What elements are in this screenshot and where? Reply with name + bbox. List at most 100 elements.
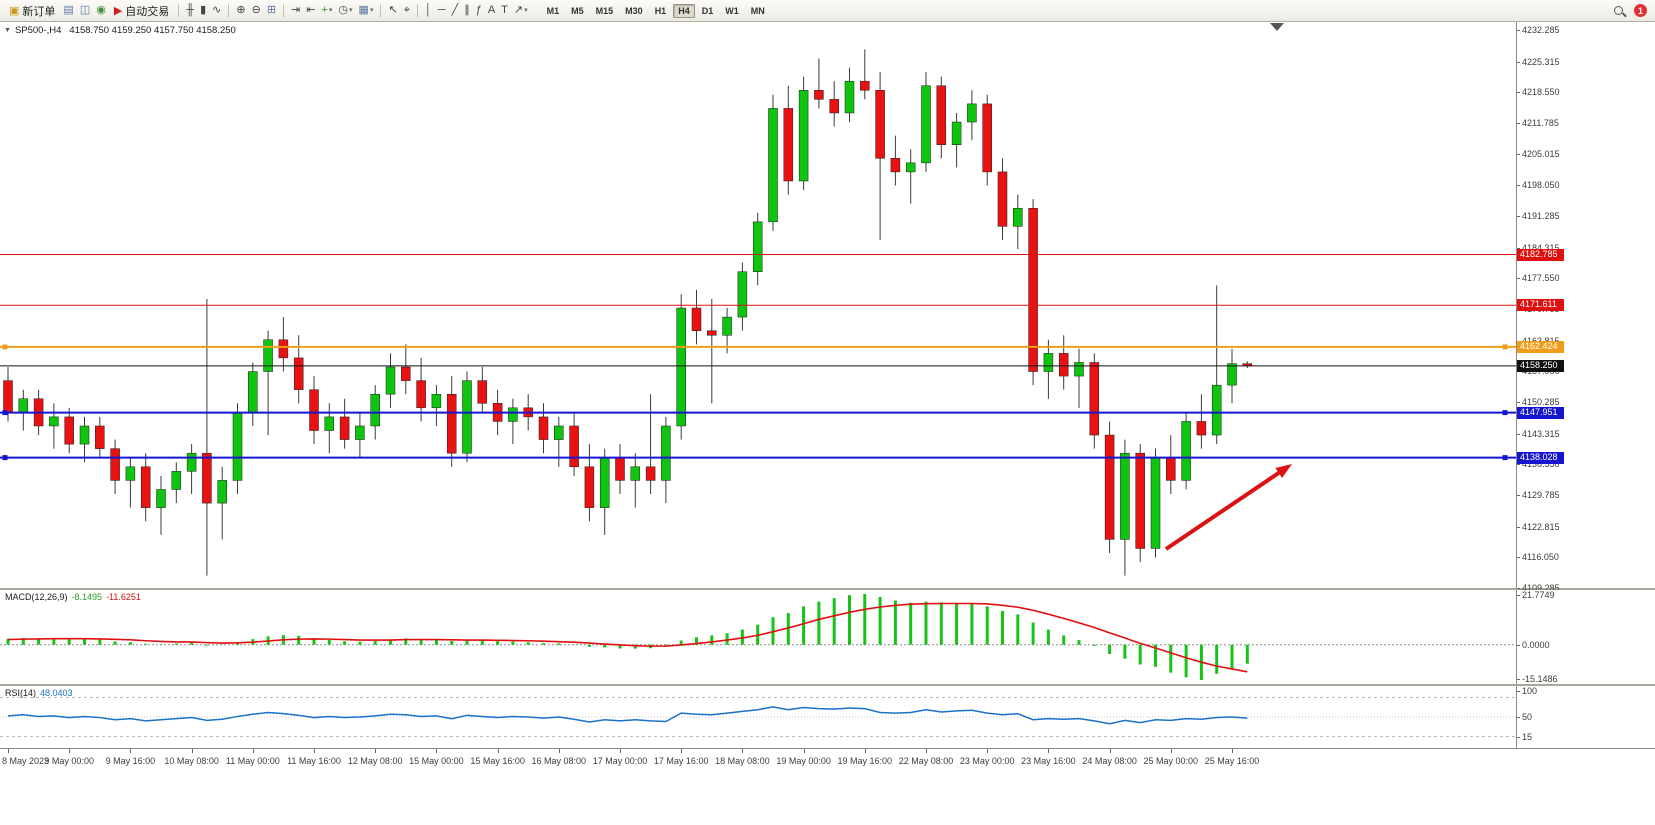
timeframe-w1[interactable]: W1 bbox=[725, 5, 739, 16]
template-icon: ▦ bbox=[358, 4, 369, 16]
price-axis-label: 4150.285 bbox=[1517, 397, 1560, 407]
period-icon[interactable]: ◷ ▾ bbox=[335, 2, 355, 19]
macd-panel[interactable]: MACD(12,26,9) -8.1495 -11.6251 bbox=[0, 590, 1516, 684]
time-axis-tick bbox=[681, 749, 683, 753]
vertical-line-icon: │ bbox=[424, 4, 432, 16]
auto-scroll-icon[interactable]: ⇥ bbox=[288, 2, 303, 19]
time-axis-tick bbox=[987, 749, 989, 753]
time-axis-label: 15 May 00:00 bbox=[409, 756, 464, 766]
time-axis-label: 9 May 16:00 bbox=[105, 756, 156, 766]
price-level-tag: 4182.785 bbox=[1517, 248, 1564, 261]
auto-trading-button-label: 自动交易 bbox=[125, 5, 170, 18]
zoom-in-icon[interactable]: ⊕ bbox=[233, 2, 248, 19]
price-axis-label: 4191.285 bbox=[1517, 211, 1560, 221]
trend-arrow[interactable] bbox=[1164, 464, 1292, 551]
time-axis-tick bbox=[620, 749, 621, 753]
panel-divider[interactable] bbox=[0, 684, 1655, 686]
text-icon[interactable]: A bbox=[485, 2, 498, 19]
strategy-tester-icon[interactable]: ◉ bbox=[93, 2, 109, 19]
timeframe-m15[interactable]: M15 bbox=[595, 5, 614, 16]
main-chart-plot[interactable]: ▼ SP500-,H4 4158.750 4159.250 4157.750 4… bbox=[0, 22, 1516, 588]
price-axis-label: 4225.315 bbox=[1517, 56, 1560, 67]
arrows-icon: ↗ bbox=[513, 4, 524, 16]
panel-divider[interactable] bbox=[0, 588, 1655, 590]
bar-chart-icon[interactable]: ╫ bbox=[183, 2, 197, 19]
indicators-icon[interactable]: + ▾ bbox=[318, 2, 335, 19]
search-icon[interactable] bbox=[1612, 4, 1626, 18]
label-icon[interactable]: T bbox=[498, 2, 511, 19]
strategy-tester-icon: ◉ bbox=[96, 4, 106, 16]
time-axis-tick bbox=[130, 749, 132, 753]
new-order-button[interactable]: ▣ 新订单 bbox=[4, 3, 60, 19]
rsi-panel[interactable]: RSI(14) 48.0403 bbox=[0, 686, 1516, 748]
rsi-label: RSI(14) 48.0403 bbox=[5, 688, 77, 698]
auto-scroll-icon: ⇥ bbox=[291, 4, 301, 16]
rsi-line bbox=[7, 706, 1248, 725]
price-axis[interactable]: 4182.785 4171.611 4162.424 4158.250 4147.951… bbox=[1516, 22, 1655, 593]
line-chart-icon[interactable]: ∿ bbox=[209, 2, 224, 19]
template-icon[interactable]: ▦ ▾ bbox=[356, 2, 377, 19]
vertical-line-icon[interactable]: │ bbox=[422, 2, 435, 19]
time-axis[interactable]: 8 May 2023 9 May 00:00 9 May 16:00 10 May 0… bbox=[0, 748, 1655, 825]
trendline-icon[interactable]: ╱ bbox=[449, 2, 462, 19]
chart-shift-icon[interactable]: ⇤ bbox=[303, 2, 318, 19]
timeframe-m5[interactable]: M5 bbox=[571, 5, 584, 16]
notification-badge[interactable]: 1 bbox=[1634, 4, 1647, 17]
horizontal-line-icon[interactable]: ─ bbox=[435, 2, 449, 19]
data-window-icon: ◫ bbox=[79, 4, 91, 16]
timeframe-h4[interactable]: H4 bbox=[673, 3, 695, 18]
time-axis-label: 18 May 08:00 bbox=[715, 756, 770, 766]
hline-4162.424[interactable] bbox=[0, 344, 1516, 350]
timeframe-mn[interactable]: MN bbox=[750, 5, 765, 16]
timeframe-m30[interactable]: M30 bbox=[625, 5, 643, 16]
tile-windows-icon[interactable]: ⊞ bbox=[264, 2, 279, 19]
price-level-tag: 4171.611 bbox=[1517, 299, 1564, 312]
timeframe-m1[interactable]: M1 bbox=[546, 5, 560, 16]
fibonacci-icon[interactable]: ƒ bbox=[473, 2, 485, 19]
time-axis-label: 22 May 08:00 bbox=[898, 756, 954, 766]
indicators-icon: + bbox=[321, 4, 328, 16]
channel-icon[interactable]: ∥ bbox=[461, 2, 473, 19]
timeframe-h1[interactable]: H1 bbox=[654, 5, 667, 16]
candlestick-chart-icon[interactable]: ▮ bbox=[197, 2, 209, 19]
macd-signal-value: -11.6251 bbox=[106, 592, 141, 602]
time-axis-label: 11 May 16:00 bbox=[287, 756, 341, 766]
chevron-down-icon: ▾ bbox=[349, 7, 353, 14]
macd-axis-label: -15.1486 bbox=[1517, 674, 1558, 684]
zoom-out-icon[interactable]: ⊖ bbox=[249, 2, 264, 19]
candlestick-chart[interactable] bbox=[0, 22, 1516, 588]
time-axis-tick bbox=[803, 749, 805, 753]
macd-axis[interactable]: 21.7749 0.0000 -15.1486 bbox=[1516, 590, 1655, 684]
rsi-axis[interactable]: 100 50 15 bbox=[1516, 686, 1655, 748]
time-axis-tick bbox=[926, 749, 927, 753]
arrows-icon[interactable]: ↗ ▾ bbox=[511, 2, 531, 19]
auto-trading-button[interactable]: ▶ 自动交易 bbox=[109, 3, 174, 19]
rsi-chart[interactable] bbox=[0, 686, 1516, 748]
chart-shift-marker[interactable] bbox=[1270, 23, 1284, 31]
time-axis-label: 9 May 00:00 bbox=[44, 756, 94, 766]
data-window-icon[interactable]: ◫ bbox=[77, 2, 93, 19]
chevron-down-icon: ▾ bbox=[328, 7, 333, 14]
crosshair-icon[interactable]: ⌖ bbox=[401, 2, 413, 19]
price-axis-label: 4109.285 bbox=[1517, 583, 1560, 593]
text-icon: A bbox=[487, 4, 496, 16]
cursor-icon[interactable]: ↖ bbox=[385, 2, 400, 19]
price-axis-label: 4184.315 bbox=[1517, 243, 1560, 253]
price-axis-label: 4198.050 bbox=[1517, 180, 1560, 191]
timeframe-d1[interactable]: D1 bbox=[701, 5, 714, 16]
hline-4138.028[interactable] bbox=[0, 455, 1516, 461]
macd-chart[interactable] bbox=[0, 590, 1516, 684]
chart-collapse-icon[interactable]: ▼ bbox=[4, 27, 11, 34]
time-axis-label: 23 May 00:00 bbox=[959, 756, 1015, 766]
price-level-tag: 4138.028 bbox=[1517, 451, 1564, 464]
market-watch-icon[interactable]: ▤ bbox=[60, 2, 76, 19]
price-axis-label: 4122.815 bbox=[1517, 521, 1560, 532]
hline-4147.951[interactable] bbox=[0, 410, 1516, 416]
toolbar-separator bbox=[178, 4, 180, 17]
cursor-icon: ↖ bbox=[388, 4, 398, 16]
chart-ohlc: 4158.750 4159.250 4157.750 4158.250 bbox=[69, 25, 236, 36]
toolbar-right: 1 bbox=[1612, 4, 1651, 18]
bar-chart-icon: ╫ bbox=[186, 4, 195, 16]
toolbar-separator bbox=[228, 4, 230, 17]
chevron-down-icon: ▾ bbox=[369, 7, 374, 14]
